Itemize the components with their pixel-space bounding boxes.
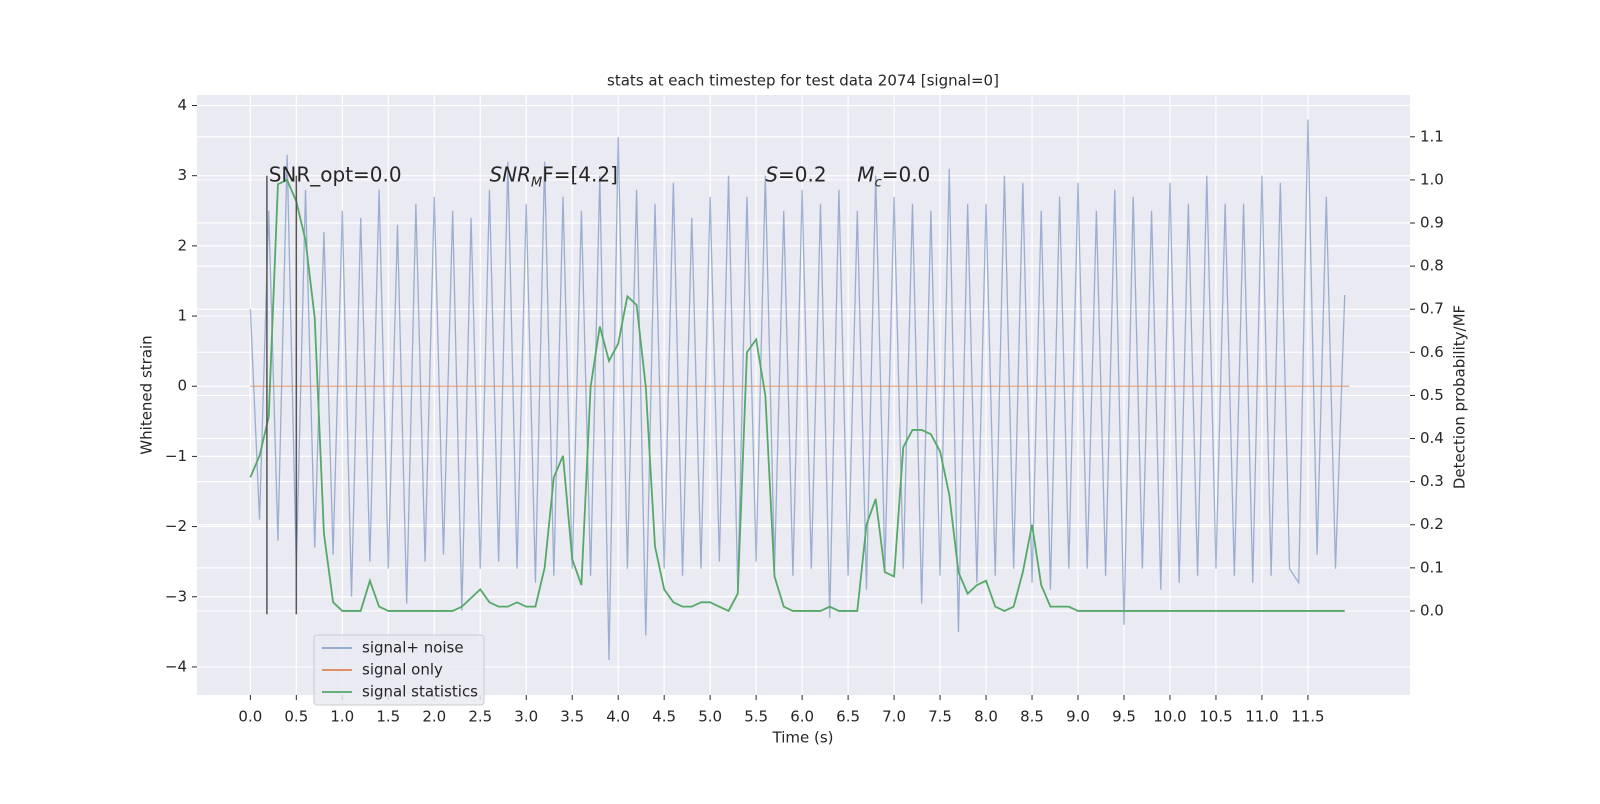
x-tick-label: 0.5 <box>284 708 308 726</box>
legend-box <box>313 634 485 706</box>
x-tick-label: 7.5 <box>928 708 952 726</box>
y-tick-label: 1 <box>177 307 187 325</box>
y2-axis-label: Detection probability/MF <box>1451 305 1469 489</box>
annotation-text: SNR_opt=0.0 <box>269 162 402 186</box>
y-tick-label: 2 <box>177 236 187 254</box>
x-tick-label: 6.5 <box>836 708 860 726</box>
annotation: Mc=0.0 <box>857 162 930 191</box>
annotation-text: =0.2 <box>778 162 827 186</box>
y-axis-label: Whitened strain <box>138 335 156 454</box>
annotation-sub: c <box>875 176 882 191</box>
annotation-sub: M <box>531 176 542 191</box>
x-tick-label: 10.0 <box>1153 708 1186 726</box>
x-tick-label: 1.5 <box>376 708 400 726</box>
x-tick-label: 9.5 <box>1112 708 1136 726</box>
y2-tick-label: 0.1 <box>1420 558 1444 576</box>
x-tick-label: 2.0 <box>422 708 446 726</box>
x-tick-label: 2.5 <box>468 708 492 726</box>
x-tick-label: 9.0 <box>1066 708 1090 726</box>
y2-tick-label: 0.4 <box>1420 429 1444 447</box>
x-tick-label: 8.0 <box>974 708 998 726</box>
y2-tick-label: 1.0 <box>1420 170 1444 188</box>
y-tick-label: 0 <box>177 377 187 395</box>
y2-tick-label: 0.7 <box>1420 300 1444 318</box>
x-tick-label: 5.0 <box>698 708 722 726</box>
y2-tick-label: 0.2 <box>1420 515 1444 533</box>
annotation-italic: M <box>857 162 874 186</box>
y-tick-label: −4 <box>165 657 187 675</box>
annotation-text: =0.0 <box>882 162 931 186</box>
legend-label: signal statistics <box>362 683 478 701</box>
y2-tick-label: 1.1 <box>1420 127 1444 145</box>
y2-tick-label: 0.9 <box>1420 214 1444 232</box>
y-tick-label: −2 <box>165 517 187 535</box>
x-tick-label: 11.0 <box>1245 708 1278 726</box>
y-tick-label: 3 <box>177 166 187 184</box>
legend-label: signal+ noise <box>362 639 464 657</box>
chart-title: stats at each timestep for test data 207… <box>607 72 999 90</box>
x-tick-label: 5.5 <box>744 708 768 726</box>
x-tick-label: 4.0 <box>606 708 630 726</box>
annotation-italic: S <box>765 162 778 186</box>
y2-tick-label: 0.6 <box>1420 343 1444 361</box>
x-tick-label: 1.0 <box>330 708 354 726</box>
y-tick-label: 4 <box>177 96 187 114</box>
y2-tick-label: 0.5 <box>1420 386 1444 404</box>
y2-tick-label: 0.0 <box>1420 601 1444 619</box>
y2-tick-label: 0.3 <box>1420 472 1444 490</box>
annotation: SNR_opt=0.0 <box>269 162 402 186</box>
annotation-italic: SNR <box>489 162 531 186</box>
y2-tick-label: 0.8 <box>1420 257 1444 275</box>
x-tick-label: 4.5 <box>652 708 676 726</box>
legend-label: signal only <box>362 661 443 679</box>
annotation: S=0.2 <box>765 162 826 186</box>
annotation-text: F=[4.2] <box>542 162 618 186</box>
x-tick-label: 3.0 <box>514 708 538 726</box>
series-line <box>249 178 1345 613</box>
x-tick-label: 8.5 <box>1020 708 1044 726</box>
x-tick-label: 0.0 <box>238 708 262 726</box>
x-tick-label: 10.5 <box>1199 708 1232 726</box>
y-tick-label: −3 <box>165 587 187 605</box>
x-tick-label: 7.0 <box>882 708 906 726</box>
x-axis-label: Time (s) <box>772 729 834 747</box>
x-tick-label: 11.5 <box>1291 708 1324 726</box>
y-tick-label: −1 <box>165 447 187 465</box>
x-tick-label: 6.0 <box>790 708 814 726</box>
annotation: SNRMF=[4.2] <box>489 162 617 191</box>
x-tick-label: 3.5 <box>560 708 584 726</box>
series-line <box>249 119 1346 660</box>
